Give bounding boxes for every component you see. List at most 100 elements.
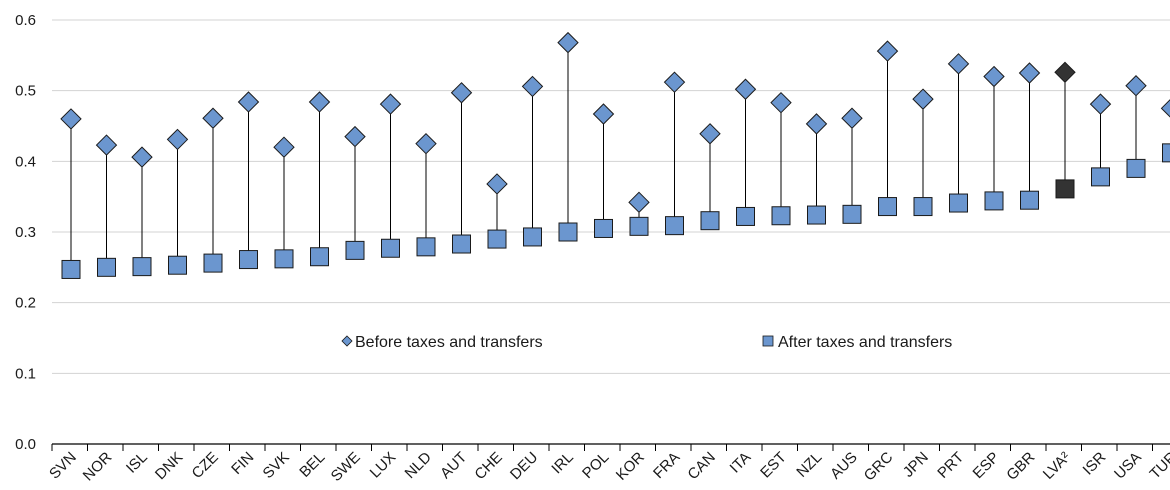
marker-before [912,88,934,110]
marker-after [878,197,897,217]
legend: Before taxes and transfers After taxes a… [341,334,952,351]
x-category-label: ESP [970,449,1003,482]
y-tick-label: 0.5 [15,83,36,100]
marker-after [629,216,649,236]
marker-after [594,218,613,238]
x-category-label: CZE [189,449,222,482]
x-category-label: CHE [471,449,505,483]
x-category-label: NLD [402,449,435,482]
x-category-label: GBR [1003,449,1038,484]
x-category-label: LUX [367,449,400,482]
x-category-label: IRL [548,449,577,478]
x-category-label: TUR [1147,449,1170,483]
marker-before [770,91,792,114]
marker-after [984,191,1004,211]
x-category-label: DEU [507,449,541,483]
marker-after [1020,190,1039,210]
marker-before [344,125,366,148]
y-tick-label: 0.4 [15,153,36,170]
x-category-label: FIN [228,449,257,478]
marker-before [734,78,757,100]
marker-after [558,222,578,242]
marker-after [132,257,152,277]
x-category-label: FRA [650,449,683,482]
x-axis: SVN NOR ISL DNK CZE FIN SVK BEL SWE LUX NLD AUT CHE D… [46,443,1170,485]
x-category-label: POL [579,449,612,482]
marker-after [842,204,862,224]
marker-after [381,238,400,258]
y-tick-label: 0.0 [15,436,36,453]
x-category-label: NZL [793,449,825,481]
marker-before [450,82,473,104]
x-category-label: KOR [613,449,648,484]
legend-item-after: After taxes and transfers [762,334,952,351]
x-category-label: SVK [260,449,293,482]
x-category-label: EST [757,449,790,482]
marker-before [273,136,295,158]
marker-after [949,193,968,213]
marker-before [592,103,615,125]
marker-after [1162,143,1170,163]
marker-after [913,197,933,217]
x-category-label: USA [1111,449,1145,483]
marker-before [60,108,82,130]
data-markers [60,31,1170,279]
y-tick-label: 0.6 [15,12,36,29]
marker-before [166,128,189,151]
marker-before [699,123,721,145]
y-tick-label: 0.3 [15,224,36,241]
marker-before [805,113,828,135]
marker-before [628,191,650,214]
x-category-label: AUS [827,449,861,483]
marker-after [736,206,755,226]
y-axis-tick-labels: 0.0 0.1 0.2 0.3 0.4 0.5 0.6 [15,12,36,453]
marker-after [239,250,258,270]
x-category-label: CAN [684,449,718,483]
x-category-label: DNK [152,449,186,483]
marker-after [345,240,365,260]
marker-before [95,134,118,156]
y-tick-label: 0.2 [15,295,36,312]
marker-before [663,71,686,93]
y-tick-label: 0.1 [15,365,36,382]
marker-before [308,91,331,113]
marker-before [379,93,402,115]
x-category-label: NOR [80,449,116,485]
marker-before [1054,61,1076,84]
marker-before [1018,62,1041,84]
marker-after [807,205,826,225]
x-category-label: ITA [727,449,755,477]
marker-after [452,234,471,254]
x-category-label: ISR [1080,449,1110,479]
marker-before [521,75,544,98]
x-category-label: JPN [900,449,932,481]
x-category-label: SWE [328,449,364,485]
marker-before [131,146,153,168]
marker-after [700,211,720,231]
x-category-label: LVA² [1040,449,1074,483]
marker-after [168,255,187,275]
marker-before [1089,93,1112,115]
marker-after [1091,167,1110,187]
legend-item-before: Before taxes and transfers [341,334,543,351]
marker-after [310,247,329,267]
marker-after [97,257,116,277]
marker-after [665,216,684,236]
marker-after [523,227,542,247]
marker-after [61,259,81,279]
marker-before [237,91,260,113]
drop-lines [70,42,1137,270]
x-category-label: AUT [437,449,470,482]
legend-square-icon [762,335,774,347]
marker-before [841,107,863,129]
marker-after [416,237,436,257]
marker-before [876,40,899,62]
marker-before [202,107,224,129]
x-category-label: BEL [296,449,328,481]
x-category-label: PRT [934,449,967,482]
marker-after [771,206,791,226]
marker-after [487,229,507,249]
marker-after [1055,179,1075,199]
marker-after [274,249,294,269]
